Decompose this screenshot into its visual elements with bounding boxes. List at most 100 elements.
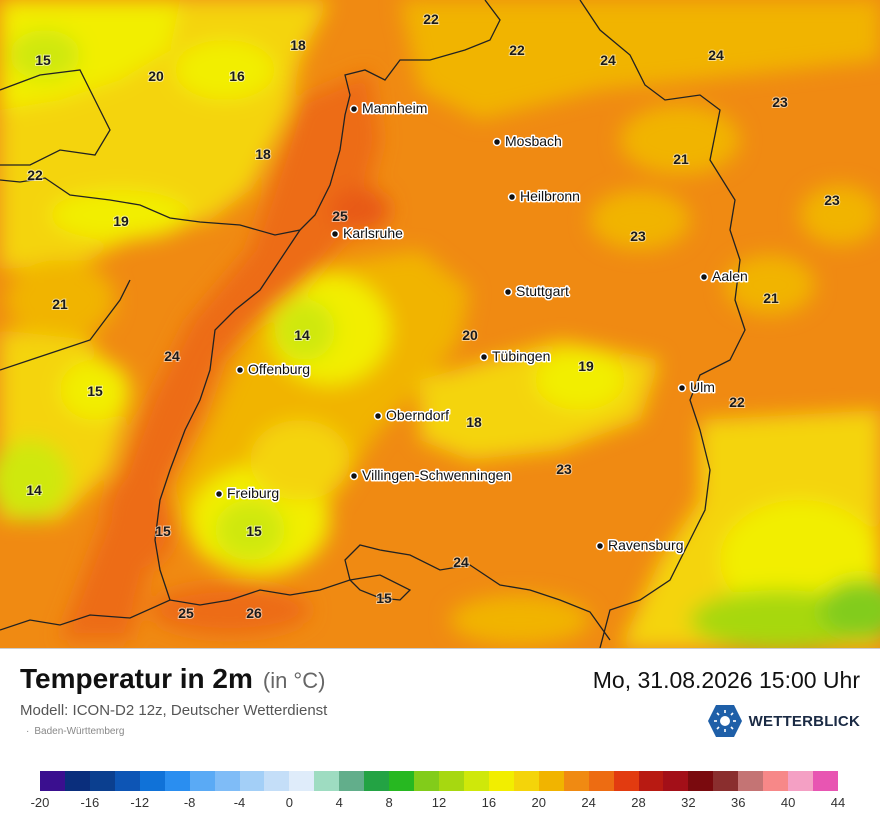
temperature-value: 18 xyxy=(255,146,271,162)
region-text: Baden-Württemberg xyxy=(34,726,125,737)
city-marker: Ulm xyxy=(677,378,716,397)
temperature-value: 14 xyxy=(26,482,42,498)
scale-tick-label: 16 xyxy=(481,795,497,810)
city-label: Mosbach xyxy=(505,133,562,149)
scale-swatch xyxy=(788,771,814,791)
temperature-value: 25 xyxy=(332,208,348,224)
temperature-value: 15 xyxy=(35,52,51,68)
temperature-value: 24 xyxy=(453,554,469,570)
city-marker: Oberndorf xyxy=(373,406,451,425)
scale-swatch xyxy=(588,771,614,791)
temperature-value: 22 xyxy=(423,11,439,27)
scale-tick-label: 8 xyxy=(385,795,393,810)
legend-panel: Temperatur in 2m (in °C) Mo, 31.08.2026 1… xyxy=(0,648,880,830)
city-dot xyxy=(349,471,359,481)
wetterblick-icon xyxy=(707,705,742,737)
city-label: Heilbronn xyxy=(520,188,580,204)
map-title: Temperatur in 2m (in °C) xyxy=(20,663,325,695)
scale-tick-label: 36 xyxy=(731,795,746,810)
city-label: Ravensburg xyxy=(608,537,684,553)
temperature-value: 15 xyxy=(376,590,392,606)
scale-swatch xyxy=(463,771,489,791)
scale-tick-label: -16 xyxy=(80,795,100,810)
city-dot xyxy=(503,287,513,297)
city-dot xyxy=(595,541,605,551)
city-label: Villingen-Schwenningen xyxy=(362,467,511,483)
city-marker: Aalen xyxy=(699,267,749,286)
temperature-value: 23 xyxy=(630,228,646,244)
scale-tick-label: -8 xyxy=(183,795,196,810)
scale-tick-label: 24 xyxy=(581,795,596,810)
scale-tick-label: 0 xyxy=(285,795,293,810)
city-label: Karlsruhe xyxy=(343,225,403,241)
city-dot xyxy=(373,411,383,421)
scale-swatch xyxy=(264,771,290,791)
temperature-value: 19 xyxy=(578,358,594,374)
temperature-value: 18 xyxy=(466,414,482,430)
brand-logo: WETTERBLICK xyxy=(707,704,860,738)
temperature-value: 20 xyxy=(148,68,164,84)
scale-swatch xyxy=(713,771,739,791)
city-label: Aalen xyxy=(712,268,748,284)
scale-swatch xyxy=(139,771,165,791)
scale-swatch xyxy=(89,771,115,791)
city-marker: Stuttgart xyxy=(503,282,571,301)
scale-swatch xyxy=(339,771,365,791)
temperature-value: 21 xyxy=(763,290,779,306)
region-dot: · xyxy=(26,726,30,737)
brand-name: WETTERBLICK xyxy=(748,712,860,730)
city-dot xyxy=(349,104,359,114)
scale-swatch xyxy=(763,771,789,791)
scale-swatch xyxy=(114,771,140,791)
temperature-value: 26 xyxy=(246,605,262,621)
city-marker: Freiburg xyxy=(214,484,281,503)
city-label: Ulm xyxy=(690,379,715,395)
border-sw xyxy=(0,279,131,371)
temperature-value: 15 xyxy=(87,383,103,399)
scale-tick-label: 20 xyxy=(531,795,546,810)
city-marker: Mannheim xyxy=(349,99,429,118)
temperature-value: 15 xyxy=(155,523,171,539)
forecast-datetime: Mo, 31.08.2026 15:00 Uhr xyxy=(592,667,860,693)
temperature-value: 14 xyxy=(294,327,310,343)
scale-tick-label: -12 xyxy=(130,795,150,810)
scale-tick-label: 4 xyxy=(335,795,343,810)
scale-swatch xyxy=(389,771,415,791)
scale-swatch xyxy=(314,771,340,791)
border-west xyxy=(0,69,111,166)
border-rhine xyxy=(154,229,301,601)
temperature-value: 19 xyxy=(113,213,129,229)
border-lake xyxy=(348,574,412,601)
region-label: · Baden-Württemberg xyxy=(26,726,124,737)
city-marker: Tübingen xyxy=(479,347,552,366)
scale-swatch xyxy=(638,771,664,791)
scale-swatch xyxy=(239,771,265,791)
city-marker: Karlsruhe xyxy=(330,224,405,243)
city-label: Freiburg xyxy=(227,485,279,501)
scale-swatch xyxy=(563,771,589,791)
scale-swatch xyxy=(439,771,464,791)
city-marker: Heilbronn xyxy=(507,187,581,206)
temperature-value: 20 xyxy=(462,327,478,343)
scale-swatch xyxy=(40,771,65,791)
city-marker: Offenburg xyxy=(235,360,312,379)
scale-tick-label: 12 xyxy=(431,795,447,810)
unit-label: (in °C) xyxy=(262,668,326,693)
scale-swatch xyxy=(488,771,514,791)
map-canvas: 22 18 22 24 24 15 20 16 23 18 21 22 23 19 25 23 21 21 14 20… xyxy=(0,0,880,648)
temperature-value: 18 xyxy=(290,37,306,53)
border-bw-east xyxy=(579,0,746,648)
temperature-labels: 22 18 22 24 24 15 20 16 23 18 21 22 23 19 25 23 21 21 14 20… xyxy=(25,10,841,622)
border-bw-north xyxy=(0,0,501,236)
temperature-value: 23 xyxy=(772,94,788,110)
scale-swatch xyxy=(364,771,390,791)
borders xyxy=(0,0,746,648)
temperature-value: 22 xyxy=(729,394,745,410)
city-dot xyxy=(479,352,489,362)
scale-swatch xyxy=(64,771,90,791)
city-marker: Ravensburg xyxy=(595,536,685,555)
title-text: Temperatur in 2m xyxy=(20,663,253,694)
scale-swatch xyxy=(688,771,714,791)
scale-swatch xyxy=(414,771,439,791)
city-label: Tübingen xyxy=(492,348,550,364)
